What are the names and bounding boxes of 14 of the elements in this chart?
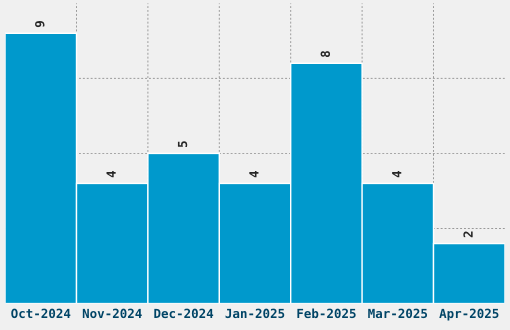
data-label: 4 <box>106 170 116 178</box>
data-label: 4 <box>392 170 402 178</box>
x-tick-label: Mar-2025 <box>368 308 428 318</box>
x-tick-label: Nov-2024 <box>82 308 142 318</box>
x-tick-label: Oct-2024 <box>11 308 70 318</box>
x-tick-label: Feb-2025 <box>297 308 356 318</box>
data-label: 4 <box>249 170 258 178</box>
data-label: 2 <box>463 231 473 238</box>
x-tick-label: Dec-2024 <box>154 308 214 318</box>
x-tick-label: Jan-2025 <box>226 308 284 318</box>
data-label: 8 <box>320 51 330 58</box>
data-label: 5 <box>178 141 188 148</box>
data-label: 9 <box>35 21 44 28</box>
x-tick-label: Apr-2025 <box>439 308 498 321</box>
